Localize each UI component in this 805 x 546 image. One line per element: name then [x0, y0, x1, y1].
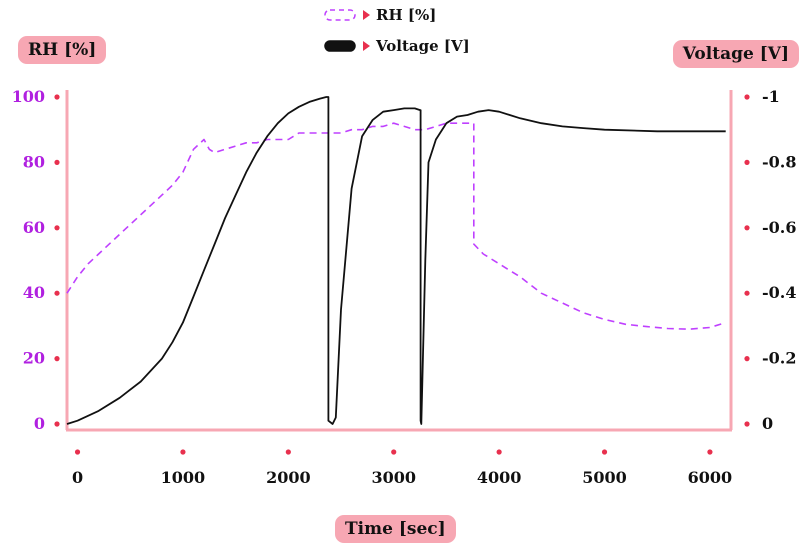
x-tick-dot	[285, 449, 291, 455]
left-tick-label: 20	[23, 349, 45, 368]
x-tick-label: 4000	[477, 468, 522, 487]
x-tick-label: 2000	[266, 468, 311, 487]
right-tick-dot	[744, 356, 750, 362]
legend-swatch-rh	[324, 9, 356, 21]
left-tick-dot	[54, 290, 60, 296]
left-tick-dot	[54, 159, 60, 165]
x-tick-dot	[74, 449, 81, 455]
right-tick-dot	[744, 421, 750, 427]
left-tick-dot	[54, 225, 60, 231]
x-tick-label: 1000	[161, 468, 206, 487]
left-tick-dot	[54, 94, 60, 100]
x-tick-label: 6000	[688, 468, 733, 487]
left-tick-label: 80	[23, 152, 45, 171]
x-tick-dot	[707, 449, 713, 455]
right-tick-label: -0.6	[762, 218, 796, 237]
right-tick-label: -1	[762, 87, 780, 106]
x-tick-label: 5000	[582, 468, 627, 487]
right-tick-label: -0.4	[762, 283, 796, 302]
x-tick-label: 0	[72, 468, 83, 487]
x-tick-label: 3000	[371, 468, 416, 487]
left-tick-label: 60	[23, 218, 45, 237]
right-tick-label: -0.8	[762, 152, 796, 171]
chart-marks: 0 1000 2000 3000 4000 5000 60000204060801000-0…	[12, 87, 797, 487]
voltage-series-line	[66, 96, 726, 425]
legend-item-rh: RH [%]	[323, 6, 436, 24]
right-tick-dot	[744, 290, 750, 296]
legend-marker-voltage	[363, 41, 370, 51]
x-tick-dot	[180, 449, 186, 455]
right-tick-dot	[744, 159, 750, 165]
left-axis-label: RH [%]	[18, 36, 107, 64]
left-tick-dot	[54, 421, 60, 427]
legend-label-voltage: Voltage [V]	[376, 37, 470, 55]
legend-swatch-voltage	[324, 40, 356, 52]
legend-marker-rh	[363, 10, 370, 20]
right-axis-label: Voltage [V]	[672, 40, 799, 68]
x-tick-dot	[391, 449, 397, 455]
right-tick-dot	[744, 225, 750, 231]
left-tick-label: 100	[12, 87, 45, 106]
x-tick-dot	[496, 449, 502, 455]
legend-item-voltage: Voltage [V]	[323, 37, 470, 55]
x-axis-label: Time [sec]	[335, 515, 456, 543]
right-tick-dot	[744, 94, 750, 100]
right-tick-label: -0.2	[762, 349, 796, 368]
left-tick-label: 0	[34, 414, 45, 433]
rh-series-line	[66, 122, 726, 330]
right-tick-label: 0	[762, 414, 773, 433]
legend-label-rh: RH [%]	[376, 6, 437, 24]
x-tick-dot	[601, 449, 608, 455]
left-tick-label: 40	[23, 283, 45, 302]
left-tick-dot	[54, 356, 60, 362]
